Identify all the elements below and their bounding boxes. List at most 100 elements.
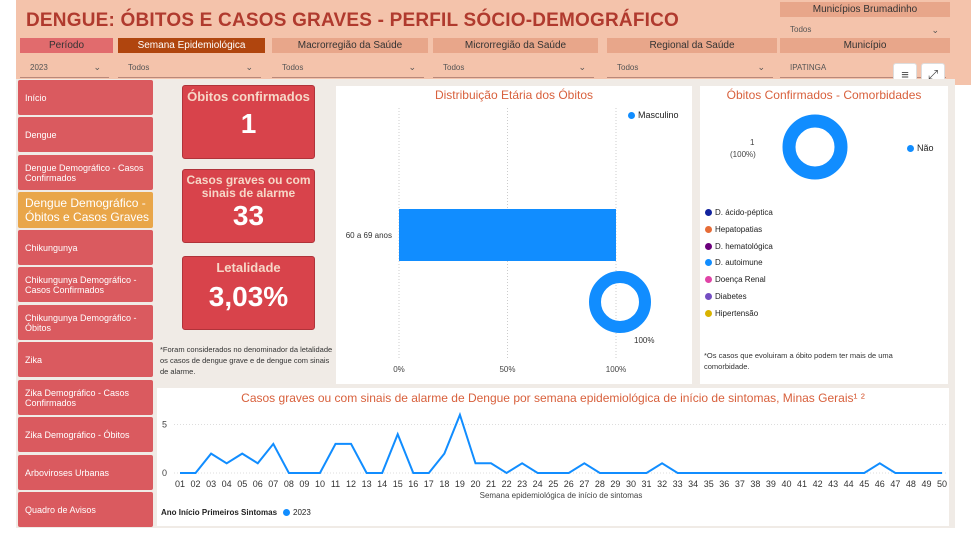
legend-dot xyxy=(705,276,712,284)
legend-series-name: 2023 xyxy=(293,508,311,517)
x-tick-label: 50 xyxy=(937,479,947,489)
letalidade-note: *Foram considerados no denominador da le… xyxy=(160,345,333,376)
x-tick-label: 12 xyxy=(346,479,356,489)
page-title: DENGUE: ÓBITOS E CASOS GRAVES - PERFIL S… xyxy=(26,10,680,31)
chevron-down-icon: ⌄ xyxy=(757,62,765,72)
x-tick-label: 13 xyxy=(362,479,372,489)
x-tick-label: 100% xyxy=(606,365,626,374)
age-chart-legend-label: Masculino xyxy=(638,110,679,120)
kpi-letalidade-value: 3,03% xyxy=(208,281,289,312)
y-tick-label: 0 xyxy=(162,468,167,478)
nav-item-label: Arboviroses Urbanas xyxy=(25,467,110,478)
x-tick-label: 05 xyxy=(237,479,247,489)
filter-label: Município xyxy=(780,38,950,53)
donut-value: 1 xyxy=(750,138,755,147)
filter-dropdown[interactable]: Todos ⌄ xyxy=(118,57,261,78)
x-tick-label: 30 xyxy=(626,479,636,489)
x-tick-label: 03 xyxy=(206,479,216,489)
filter-dropdown[interactable]: Todos ⌄ xyxy=(607,57,773,78)
nav-item-label: Dengue Demográfico - Óbitos e Casos Grav… xyxy=(25,196,150,224)
nav-item-label: Zika Demográfico - Óbitos xyxy=(25,429,130,440)
x-tick-label: 49 xyxy=(921,479,931,489)
filter-dropdown[interactable]: 2023 ⌄ xyxy=(20,57,109,78)
legend-dot xyxy=(705,225,712,233)
filter-label: Regional da Saúde xyxy=(607,38,777,53)
legend-title: Ano Início Primeiros Sintomas xyxy=(161,508,278,517)
nav-item[interactable]: Chikungunya Demográfico - Óbitos xyxy=(18,305,153,340)
x-tick-label: 01 xyxy=(175,479,185,489)
x-tick-label: 24 xyxy=(533,479,543,489)
filter-value: 2023 xyxy=(30,63,48,72)
nav-item-label: Chikungunya Demográfico - Óbitos xyxy=(25,312,137,333)
nav-item[interactable]: Quadro de Avisos xyxy=(18,492,153,527)
x-tick-label: 19 xyxy=(455,479,465,489)
kpi-obitos-label: Óbitos confirmados xyxy=(187,89,310,104)
kpi-obitos-value: 1 xyxy=(240,108,257,139)
x-tick-label: 40 xyxy=(781,479,791,489)
comorbidade-legend-item: D. hematológica xyxy=(705,242,773,251)
x-tick-label: 39 xyxy=(766,479,776,489)
comorbidade-legend-item: Hepatopatias xyxy=(705,225,762,234)
x-tick-label: 20 xyxy=(470,479,480,489)
nav-item[interactable]: Dengue Demográfico - Casos Confirmados xyxy=(18,155,153,190)
x-tick-label: 18 xyxy=(439,479,449,489)
comorbidade-label: Hepatopatias xyxy=(715,224,763,234)
legend-dot xyxy=(283,509,291,516)
nav-item-label: Dengue xyxy=(25,129,57,140)
x-tick-label: 48 xyxy=(906,479,916,489)
comorbidade-label: Doença Renal xyxy=(715,275,766,285)
x-tick-label: 35 xyxy=(704,479,714,489)
comorbidade-label: D. ácido-péptica xyxy=(715,208,773,217)
comorbidade-label: Diabetes xyxy=(715,292,747,301)
nav-item[interactable]: Dengue xyxy=(18,117,153,152)
chevron-down-icon: ⌄ xyxy=(578,62,586,72)
age-category-label: 60 a 69 anos xyxy=(346,231,392,240)
nav-item[interactable]: Zika Demográfico - Óbitos xyxy=(18,417,153,452)
filter-label: Macrorregião da Saúde xyxy=(272,38,428,53)
nav-item[interactable]: Chikungunya xyxy=(18,230,153,265)
filter-dropdown[interactable]: Todos ⌄ xyxy=(272,57,424,78)
comorbidade-legend-item: Hipertensão xyxy=(705,309,758,318)
filter-dropdown[interactable]: Todos ⌄ xyxy=(433,57,594,78)
comorbidades-legend-label: Não xyxy=(917,143,934,153)
filter-value: Todos xyxy=(617,63,639,72)
filter-label: Semana Epidemiológica xyxy=(118,38,265,53)
municipios-brumadinho-dropdown[interactable]: Todos ⌄ xyxy=(780,20,945,40)
nav-item-label: Zika xyxy=(25,354,43,365)
x-tick-label: 21 xyxy=(486,479,496,489)
donut-pct: (100%) xyxy=(730,150,756,159)
x-tick-label: 09 xyxy=(299,479,309,489)
age-bar[interactable] xyxy=(399,209,616,261)
age-chart-legend: Masculino xyxy=(628,110,679,120)
donut-ring xyxy=(782,114,848,180)
x-tick-label: 28 xyxy=(595,479,605,489)
weekly-chart-title: Casos graves ou com sinais de alarme de … xyxy=(241,391,865,405)
nav-item[interactable]: Dengue Demográfico - Óbitos e Casos Grav… xyxy=(18,192,153,228)
weekly-chart-panel[interactable] xyxy=(157,388,949,526)
comorbidades-donut xyxy=(782,114,848,180)
x-tick-label: 31 xyxy=(642,479,652,489)
municipios-brumadinho-label: Municípios Brumadinho xyxy=(780,2,950,17)
x-tick-label: 32 xyxy=(657,479,667,489)
nav-item-label: Dengue Demográfico - Casos Confirmados xyxy=(25,162,144,183)
nav-item[interactable]: Chikungunya Demográfico - Casos Confirma… xyxy=(18,267,153,302)
kpi-letalidade-label: Letalidade xyxy=(216,260,281,275)
x-tick-label: 29 xyxy=(610,479,620,489)
chevron-down-icon: ⌄ xyxy=(93,62,101,72)
x-tick-label: 45 xyxy=(859,479,869,489)
nav-item[interactable]: Zika Demográfico - Casos Confirmados xyxy=(18,380,153,415)
x-tick-label: 22 xyxy=(502,479,512,489)
x-tick-label: 36 xyxy=(719,479,729,489)
nav-item[interactable]: Início xyxy=(18,80,153,115)
nav-item[interactable]: Zika xyxy=(18,342,153,377)
nav-item[interactable]: Arboviroses Urbanas xyxy=(18,455,153,490)
comorbidade-note: *Os casos que evoluiram a óbito podem te… xyxy=(704,351,893,371)
x-tick-label: 16 xyxy=(408,479,418,489)
filter-value: Todos xyxy=(128,63,150,72)
comorbidades-panel[interactable] xyxy=(700,86,948,384)
x-tick-label: 23 xyxy=(517,479,527,489)
series-line[interactable] xyxy=(180,411,942,475)
x-tick-label: 02 xyxy=(191,479,201,489)
kpi-casos-graves-label: Casos graves ou com sinais de alarme xyxy=(186,173,311,200)
comorbidades-legend: Não xyxy=(907,143,934,153)
